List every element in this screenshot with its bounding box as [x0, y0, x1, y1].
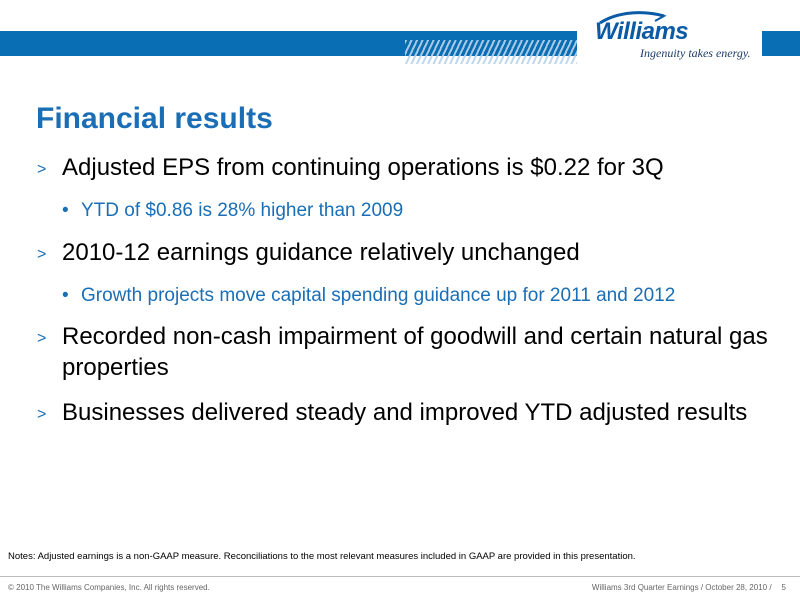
bullet-marker: >: [37, 330, 47, 347]
slide-notes: Notes: Adjusted earnings is a non-GAAP m…: [8, 551, 636, 562]
bullet-marker: >: [37, 161, 47, 178]
sub-bullet-2-1: • Growth projects move capital spending …: [36, 283, 776, 308]
bullet-3: > Recorded non-cash impairment of goodwi…: [36, 321, 776, 383]
header-hatch-pattern: [405, 40, 577, 64]
williams-logo: Williams Ingenuity takes energy.: [592, 10, 751, 65]
sub-bullet-text: Growth projects move capital spending gu…: [81, 285, 676, 306]
sub-bullet-text: YTD of $0.86 is 28% higher than 2009: [81, 200, 404, 221]
williams-swoosh-icon: [599, 11, 667, 25]
header-band-right: [762, 31, 800, 56]
bullet-text: Businesses delivered steady and improved…: [62, 399, 748, 426]
bullet-1: > Adjusted EPS from continuing operation…: [36, 152, 776, 183]
page-number: 5: [781, 583, 786, 592]
bullet-text: Recorded non-cash impairment of goodwill…: [62, 323, 768, 381]
bullet-marker: >: [37, 246, 47, 263]
bullet-text: Adjusted EPS from continuing operations …: [62, 154, 664, 181]
sub-bullet-marker: •: [62, 200, 69, 221]
footer-copyright: © 2010 The Williams Companies, Inc. All …: [8, 583, 210, 592]
slide-title: Financial results: [36, 102, 273, 135]
bullet-marker: >: [37, 406, 47, 423]
bullet-4: > Businesses delivered steady and improv…: [36, 397, 776, 428]
footer-info: Williams 3rd Quarter Earnings / October …: [592, 583, 786, 592]
bullet-text: 2010-12 earnings guidance relatively unc…: [62, 239, 580, 266]
sub-bullet-marker: •: [62, 285, 69, 306]
footer-divider: [0, 576, 800, 577]
bullet-2: > 2010-12 earnings guidance relatively u…: [36, 237, 776, 268]
footer-event: Williams 3rd Quarter Earnings / October …: [591, 583, 772, 592]
slide-content: > Adjusted EPS from continuing operation…: [36, 152, 776, 428]
logo-wordmark: Williams: [595, 18, 689, 45]
sub-bullet-1-1: • YTD of $0.86 is 28% higher than 2009: [36, 198, 776, 223]
logo-tagline: Ingenuity takes energy.: [640, 46, 751, 60]
